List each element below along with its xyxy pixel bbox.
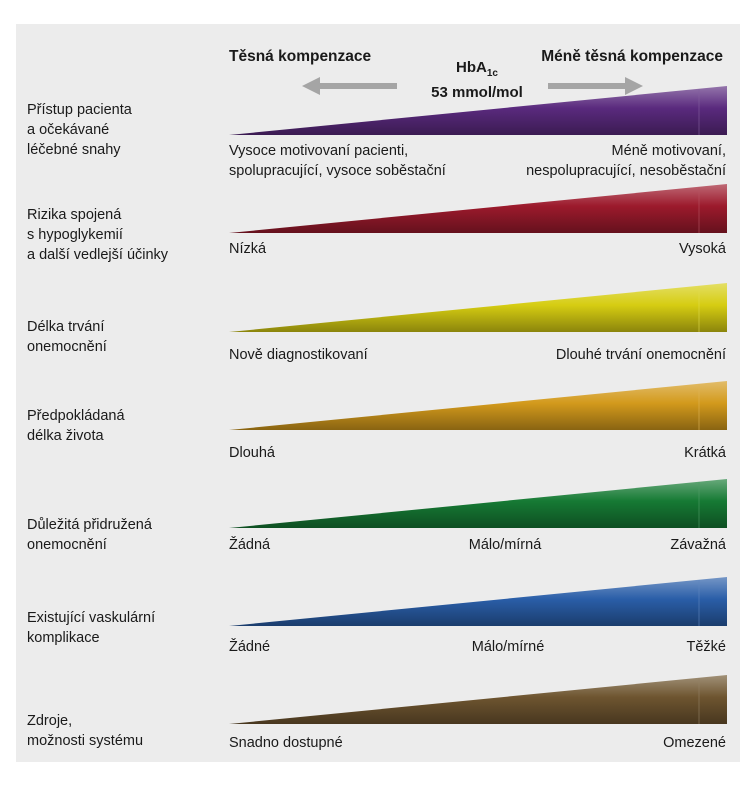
row-label-line: a další vedlejší účinky xyxy=(27,247,169,263)
row-label: Délka trvání onemocnění xyxy=(27,317,217,357)
row-high-label-line: Méně motivovaní, xyxy=(611,143,726,159)
row-low-label-line: spolupracující, vysoce soběstační xyxy=(229,163,446,179)
row-label: Předpokládaná délka života xyxy=(27,406,217,446)
header-less-tight-control: Méně těsná kompenzace xyxy=(541,48,723,65)
row-high-label: Krátká xyxy=(684,443,726,463)
row-wedge xyxy=(229,577,727,626)
row-label-line: délka života xyxy=(27,428,104,444)
row-low-label-line: Dlouhá xyxy=(229,445,275,461)
row-high-label-line: Vysoká xyxy=(678,241,726,257)
row-high-label: Méně motivovaní, nespolupracující, nesobě… xyxy=(526,141,726,181)
row-high-label-line: Dlouhé trvání onemocnění xyxy=(555,347,726,363)
row-label-line: onemocnění xyxy=(27,537,107,553)
row-high-label-line: Krátká xyxy=(684,445,726,461)
row-label-line: Přístup pacienta xyxy=(27,102,132,118)
row-label-line: a očekávané xyxy=(27,122,110,138)
row-low-label-line: Snadno dostupné xyxy=(229,735,343,751)
row-low-label: Vysoce motivovaní pacienti, spolupracujíc… xyxy=(229,141,446,181)
wedge-shape xyxy=(229,577,727,626)
row-low-label: Žádná xyxy=(229,535,270,555)
row-label-line: možnosti systému xyxy=(27,733,144,749)
hba1c-value: 53 mmol/mol xyxy=(431,84,523,101)
arrow-right-icon xyxy=(548,77,643,95)
row-label: Přístup pacienta a očekávané léčebné snahy xyxy=(27,100,217,160)
wedge-shape xyxy=(229,184,727,233)
header-tight-control: Těsná kompenzace xyxy=(229,48,372,65)
row-high-label-line: Těžké xyxy=(686,639,727,655)
row-label-line: komplikace xyxy=(27,630,100,646)
row-wedge xyxy=(229,283,727,332)
wedge-shape xyxy=(229,675,727,724)
row-label: Existující vaskulární komplikace xyxy=(27,608,217,648)
hba1c-symbol: HbA1c xyxy=(456,59,498,79)
wedge-shape xyxy=(229,86,727,135)
row-wedge xyxy=(229,86,727,135)
row-label-line: léčebné snahy xyxy=(27,142,121,158)
row-label-line: Existující vaskulární xyxy=(27,610,156,626)
row-label-line: onemocnění xyxy=(27,339,107,355)
row-low-label: Nízká xyxy=(229,239,266,259)
row-label-line: s hypoglykemií xyxy=(27,227,123,243)
row-mid-label: Málo/mírné xyxy=(463,637,553,657)
row-label-line: Důležitá přidružená xyxy=(27,517,152,533)
row-low-label-line: Žádné xyxy=(229,639,271,655)
row-low-label: Žádné xyxy=(229,637,270,657)
wedge-shape xyxy=(229,283,727,332)
hba1c-threshold: HbA1c 53 mmol/mol xyxy=(412,58,542,102)
row-wedge xyxy=(229,479,727,528)
row-low-label-line: Nízká xyxy=(229,241,267,257)
row-low-label: Dlouhá xyxy=(229,443,275,463)
row-high-label: Těžké xyxy=(687,637,727,657)
row-low-label-line: Žádná xyxy=(229,537,271,553)
row-label: Rizika spojená s hypoglykemií a další vedl… xyxy=(27,205,217,265)
row-high-label-line: Závažná xyxy=(670,537,726,553)
row-label-line: Předpokládaná xyxy=(27,408,125,424)
wedge-shape xyxy=(229,479,727,528)
row-label-line: Délka trvání xyxy=(27,319,105,335)
row-low-label-line: Nově diagnostikovaní xyxy=(229,347,368,363)
row-high-label: Omezené xyxy=(663,733,726,753)
row-label: Zdroje, možnosti systému xyxy=(27,711,217,751)
row-wedge xyxy=(229,675,727,724)
row-high-label-line: nespolupracující, nesoběstační xyxy=(526,163,726,179)
wedge-shape xyxy=(229,381,727,430)
row-low-label: Nově diagnostikovaní xyxy=(229,345,368,365)
row-wedge xyxy=(229,184,727,233)
row-label: Důležitá přidružená onemocnění xyxy=(27,515,217,555)
row-label-line: Zdroje, xyxy=(27,713,73,729)
row-high-label: Vysoká xyxy=(679,239,726,259)
row-wedge xyxy=(229,381,727,430)
row-mid-label: Málo/mírná xyxy=(460,535,550,555)
arrow-left-icon xyxy=(302,77,397,95)
row-label-line: Rizika spojená xyxy=(27,207,122,223)
row-mid-label-line: Málo/mírná xyxy=(468,537,542,553)
row-high-label: Dlouhé trvání onemocnění xyxy=(556,345,726,365)
row-high-label: Závažná xyxy=(670,535,726,555)
row-low-label-line: Vysoce motivovaní pacienti, xyxy=(229,143,409,159)
row-high-label-line: Omezené xyxy=(663,735,726,751)
row-mid-label-line: Málo/mírné xyxy=(471,639,545,655)
row-low-label: Snadno dostupné xyxy=(229,733,343,753)
